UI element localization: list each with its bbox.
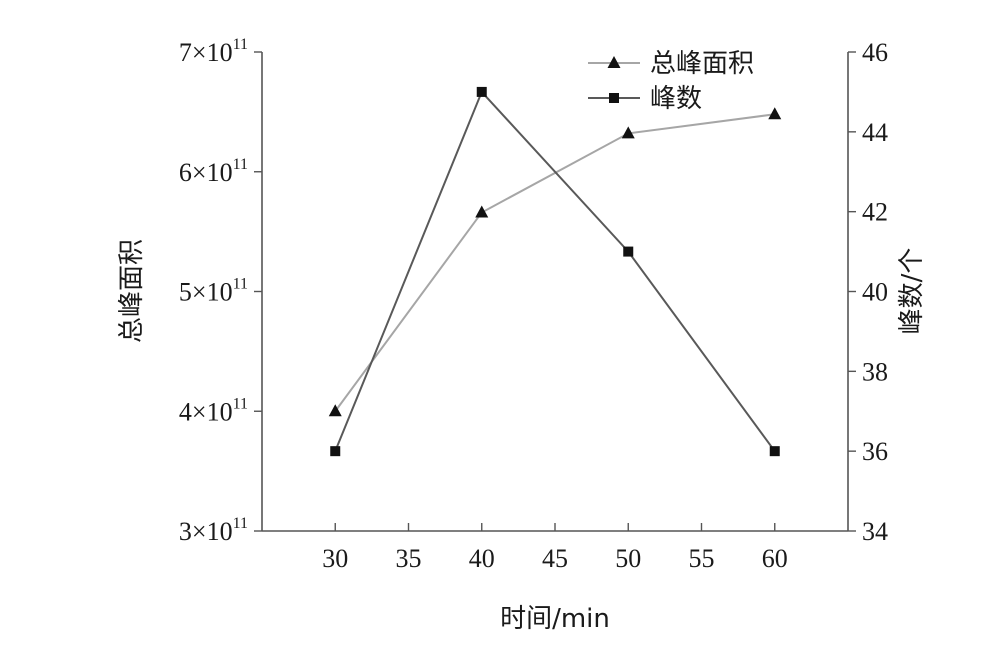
x-tick-label: 35 [396, 544, 422, 573]
left-y-tick-label: 7×1011 [179, 36, 248, 67]
x-tick-label: 60 [762, 544, 788, 573]
series-square [330, 86, 780, 457]
series-line [334, 113, 775, 412]
left-y-tick-exponent: 11 [233, 156, 248, 173]
series-line [334, 90, 776, 452]
left-y-tick-mantissa: 7×10 [179, 38, 233, 67]
left-y-tick-label: 5×1011 [179, 276, 248, 307]
right-y-tick-label: 46 [862, 38, 888, 67]
triangle-marker [475, 205, 489, 218]
legend-label: 总峰面积 [650, 49, 754, 79]
square-marker [769, 446, 780, 457]
square-marker [623, 246, 634, 257]
legend-triangle-marker [607, 56, 621, 68]
left-y-tick-label: 4×1011 [179, 395, 248, 426]
x-tick-label: 30 [322, 544, 348, 573]
series-layer [328, 86, 782, 457]
left-y-tick-exponent: 11 [233, 515, 248, 532]
triangle-marker [328, 404, 342, 417]
legend-label: 峰数 [650, 84, 702, 114]
legend-item: 峰数 [588, 84, 702, 114]
left-y-tick-mantissa: 3×10 [179, 517, 233, 546]
x-tick-label: 50 [615, 544, 641, 573]
legend-square-marker [609, 93, 619, 103]
left-y-tick-exponent: 11 [233, 395, 248, 412]
left-y-tick-mantissa: 6×10 [179, 158, 233, 187]
right-y-tick-label: 38 [862, 357, 888, 386]
right-y-tick-label: 44 [862, 118, 888, 147]
right-y-tick-label: 34 [862, 517, 888, 546]
right-y-tick-label: 42 [862, 198, 888, 227]
axis-titles: 时间/min 总峰面积 峰数/个 [117, 239, 927, 634]
right-y-tick-label: 36 [862, 437, 888, 466]
triangle-marker [768, 107, 782, 120]
right-y-tick-label: 40 [862, 278, 888, 307]
right-y-axis-title: 峰数/个 [897, 248, 927, 335]
x-tick-label: 55 [689, 544, 715, 573]
left-y-axis-title: 总峰面积 [117, 239, 147, 343]
triangle-marker [621, 126, 635, 139]
left-y-tick-label: 3×1011 [179, 515, 248, 546]
left-y-tick-mantissa: 4×10 [179, 397, 233, 426]
axes-layer: 30 35 40 45 50 55 603×10114×10115×10116×10117×… [179, 36, 888, 573]
left-y-tick-label: 6×1011 [179, 156, 248, 187]
x-axis-title: 时间/min [500, 604, 610, 634]
x-tick-label: 45 [542, 544, 568, 573]
left-y-tick-exponent: 11 [233, 276, 248, 293]
left-y-tick-exponent: 11 [233, 36, 248, 53]
square-marker [476, 86, 487, 97]
x-tick-label: 40 [469, 544, 495, 573]
square-marker [330, 446, 341, 457]
left-y-tick-mantissa: 5×10 [179, 278, 233, 307]
series-triangle [328, 107, 782, 417]
legend-item: 总峰面积 [588, 49, 754, 79]
